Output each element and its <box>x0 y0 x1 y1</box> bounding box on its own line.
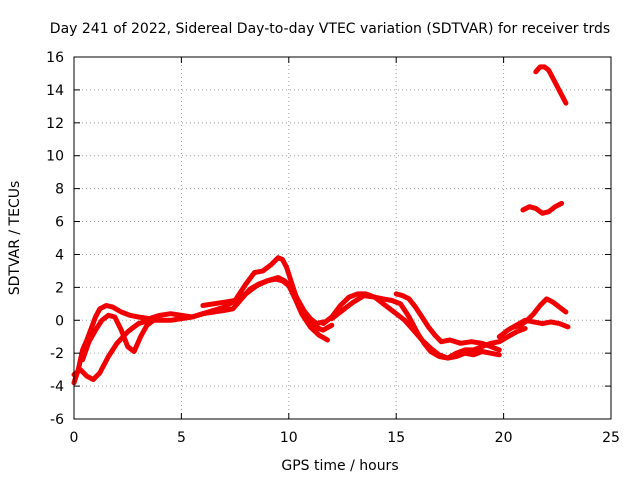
y-tick-label: -4 <box>50 379 64 395</box>
series-line-arc-8 <box>496 317 571 340</box>
series-line-arc-11 <box>533 64 569 106</box>
series-line-arc-1 <box>71 276 330 382</box>
y-tick-label: 10 <box>46 149 64 165</box>
x-tick-label: 15 <box>387 430 405 446</box>
y-tick-label: 6 <box>55 215 64 231</box>
x-tick-label: 0 <box>70 430 79 446</box>
series-line-arc-2 <box>71 255 335 386</box>
x-tick-label: 25 <box>602 430 620 446</box>
series-line-arc-10 <box>520 200 565 216</box>
x-axis: 0 5 10 15 20 25 <box>70 57 620 446</box>
x-axis-label: GPS time / hours <box>281 458 398 474</box>
series-line-arc-9 <box>511 296 569 330</box>
data-series <box>71 64 571 386</box>
series-line-arc-3 <box>80 312 163 363</box>
y-tick-label: 14 <box>46 83 64 99</box>
chart-title: Day 241 of 2022, Sidereal Day-to-day VTE… <box>50 21 610 37</box>
y-tick-label: 0 <box>55 313 64 329</box>
grid-lines <box>74 57 611 419</box>
y-tick-label: -6 <box>50 412 64 428</box>
plot-frame <box>73 56 612 420</box>
y-axis-label: SDTVAR / TECUs <box>7 181 23 296</box>
y-tick-label: 4 <box>55 247 64 263</box>
x-tick-label: 5 <box>177 430 186 446</box>
y-tick-label: 8 <box>55 182 64 198</box>
x-tick-label: 10 <box>280 430 298 446</box>
y-tick-label: 2 <box>55 280 64 296</box>
y-tick-label: 16 <box>46 50 64 66</box>
series-line-arc-4 <box>200 275 326 327</box>
y-tick-label: -2 <box>50 346 64 362</box>
series-line-arc-7 <box>393 291 502 353</box>
y-tick-label: 12 <box>46 116 64 132</box>
y-axis: -6 -4 -2 0 2 4 6 8 10 12 14 16 <box>46 50 611 428</box>
x-tick-label: 20 <box>495 430 513 446</box>
series-line-arc-6 <box>329 293 502 361</box>
